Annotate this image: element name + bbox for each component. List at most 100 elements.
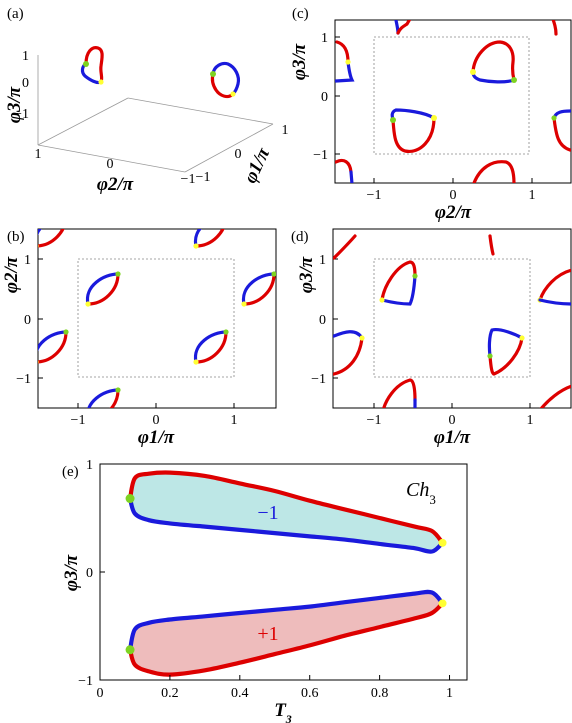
c-image-right-red xyxy=(552,116,571,152)
d-frame xyxy=(332,228,572,409)
c-xtick-3: 1 xyxy=(529,188,536,203)
a-ztick-1: 1 xyxy=(22,49,29,64)
b-xtick-3: 1 xyxy=(231,413,238,428)
a-ytick-1: 1 xyxy=(35,147,42,162)
d-loop2-red xyxy=(488,336,524,376)
b-lens-template xyxy=(0,0,33,3)
d-xtick-1: −1 xyxy=(367,413,382,428)
d-loop2-blue xyxy=(487,328,524,358)
d-image-bottomright-red xyxy=(539,384,571,408)
c-curves xyxy=(335,20,571,183)
e-green-marker-bottom xyxy=(125,645,135,655)
d-dashed-box xyxy=(373,258,531,378)
c-image-left-blue xyxy=(335,60,355,83)
panel-e: (e) 0 0.2 0.4 0.6 0.8 1 1 0 −1 T3 φ3/π Ch3 −1 +… xyxy=(61,458,468,723)
a-loop-left-red xyxy=(84,46,104,84)
d-image-top-red xyxy=(488,234,495,256)
b-ylabel: φ2/π xyxy=(1,256,22,293)
d-curves xyxy=(333,234,571,408)
a-ztick-3: −1 xyxy=(14,107,29,122)
d-loop2-yellow-dot xyxy=(519,335,525,341)
c-xtick-1: −1 xyxy=(367,188,382,203)
e-region-plus-lower-boundary xyxy=(128,601,445,677)
c-image-top-blue xyxy=(394,20,400,35)
c-image-top-red xyxy=(396,20,412,35)
d-ytick-3: −1 xyxy=(311,372,326,387)
a-ytick-3: −1 xyxy=(181,172,196,187)
a-xtick-3: −1 xyxy=(196,170,211,185)
panel-c-label: (c) xyxy=(292,6,309,22)
c-image-bottomleft-blue xyxy=(349,170,354,183)
e-xtick-label: 0.2 xyxy=(161,686,179,701)
e-annotation: Ch3 xyxy=(406,479,436,507)
e-region-plus-fill xyxy=(130,591,443,675)
d-image-bottom-red xyxy=(382,378,417,408)
c-ytick-2: 0 xyxy=(321,90,328,105)
d-image-left-blue xyxy=(333,330,364,340)
e-region-minus-fill xyxy=(130,472,443,552)
c-loop2-green-dot xyxy=(390,117,396,123)
b-image-right xyxy=(239,269,276,309)
b-ytick-2: 0 xyxy=(24,313,31,328)
e-ytick-label: −1 xyxy=(78,674,93,689)
c-loop1-green-dot xyxy=(511,77,517,83)
c-image-right-blue xyxy=(552,109,571,120)
e-region-plus-upper-boundary xyxy=(128,589,445,652)
panel-b-label: (b) xyxy=(7,229,25,245)
d-xtick-3: 1 xyxy=(527,413,534,428)
c-image-topright-red xyxy=(551,20,558,36)
a-loop-right-red xyxy=(210,72,235,99)
e-region-minus-label: −1 xyxy=(257,502,278,524)
a-xlabel: φ1/π xyxy=(240,144,275,186)
d-loop1-yellow-dot xyxy=(379,297,385,303)
a-loop-right-green-dot xyxy=(210,71,216,77)
e-yticks: 1 0 −1 xyxy=(78,458,105,689)
c-ytick-1: 1 xyxy=(321,31,328,46)
d-image-right-blue xyxy=(538,298,571,306)
d-loop1-blue xyxy=(380,274,417,306)
panel-a-ticks: 1 0 −1 1 0 −1 1 0 −1 xyxy=(14,49,288,187)
panel-b: (b) −1 0 1 1 0 −1 φ1/π φ2/π xyxy=(0,0,277,448)
panel-e-label: (e) xyxy=(62,464,79,480)
d-image-left-yellow-dot xyxy=(359,335,365,341)
a-ytick-2: 0 xyxy=(107,157,114,172)
panel-a: (a) 1 0 −1 1 0 −1 1 0 −1 φ3/π φ2/π φ1/π xyxy=(4,6,289,195)
b-loop-lower xyxy=(191,327,231,367)
a-xtick-1: 1 xyxy=(282,123,289,138)
b-xlabel: φ1/π xyxy=(138,427,175,448)
b-image-topleft xyxy=(38,229,71,251)
a-zlabel: φ3/π xyxy=(4,86,25,123)
c-image-left-red xyxy=(335,40,350,64)
d-ytick-2: 0 xyxy=(319,313,326,328)
c-image-right-green-dot xyxy=(551,115,557,121)
b-curves xyxy=(0,0,276,408)
c-loop1-red xyxy=(471,40,516,82)
e-xtick-label: 1 xyxy=(446,686,453,701)
d-loop1-red xyxy=(380,260,417,302)
e-xtick-label: 0.8 xyxy=(371,686,389,701)
c-loop2-yellow-dot xyxy=(431,115,437,121)
e-xtick-label: 0 xyxy=(97,686,104,701)
e-region-minus-lower-boundary xyxy=(128,496,445,554)
c-xlabel: φ2/π xyxy=(435,202,472,223)
c-loop2-red xyxy=(391,116,436,153)
e-ytick-label: 1 xyxy=(86,458,93,473)
d-image-right-red xyxy=(538,268,571,302)
b-dashed-box xyxy=(77,258,235,378)
d-xlabel: φ1/π xyxy=(434,427,471,448)
panel-d: (d) −1 0 1 1 0 −1 φ1/π φ3/π xyxy=(291,228,572,448)
a-ylabel: φ2/π xyxy=(97,174,134,195)
b-xtick-1: −1 xyxy=(71,413,86,428)
e-xtick-label: 0.6 xyxy=(301,686,319,701)
e-yellow-marker-top xyxy=(438,538,447,547)
c-ticks xyxy=(335,36,533,183)
a-loop-left xyxy=(80,46,104,85)
e-region-minus-upper-boundary xyxy=(128,470,445,545)
a-ztick-2: 0 xyxy=(22,76,29,91)
e-green-marker-top xyxy=(125,494,135,504)
a-loop-right-yellow-dot xyxy=(230,91,236,97)
d-image-left-red xyxy=(333,336,364,376)
b-ytick-1: 1 xyxy=(24,253,31,268)
b-loop-upper xyxy=(83,269,123,309)
